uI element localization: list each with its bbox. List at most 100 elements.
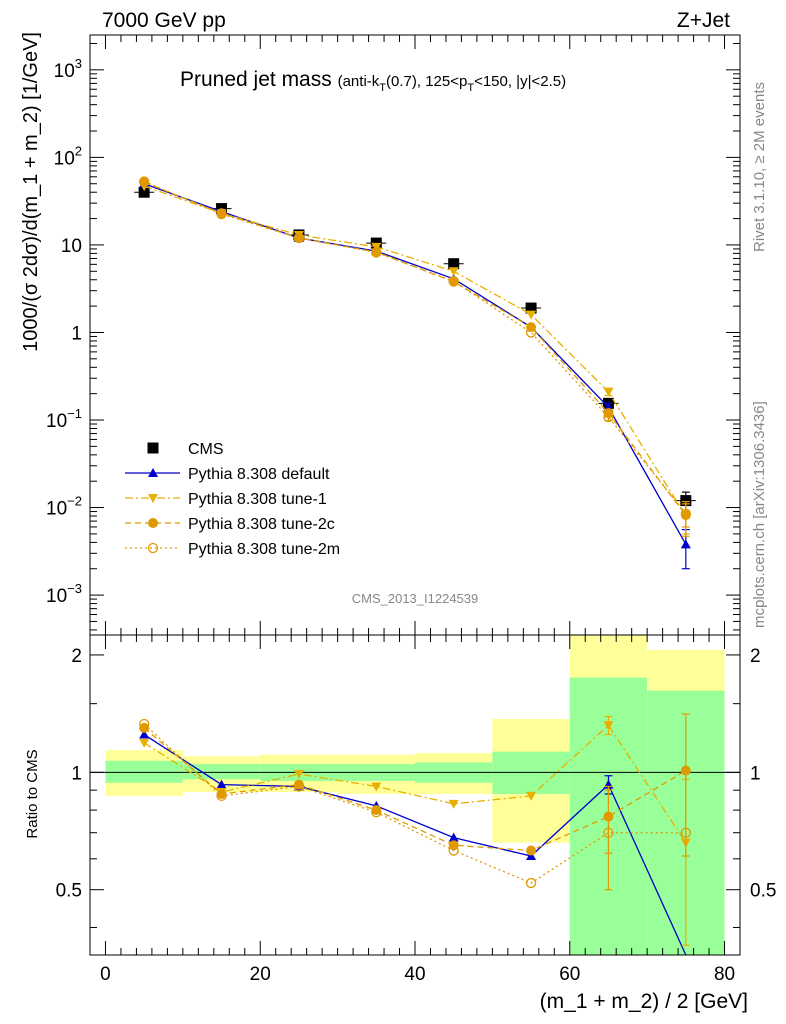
ratio-line-pythia-8-308-tune-2c: [143, 727, 687, 852]
plot-title-subscript: T: [379, 82, 386, 94]
ratio-point-pythia-8-308-tune-1: [603, 721, 614, 731]
main-y-tick-label: 10−3: [46, 581, 82, 607]
main-point-cms: [525, 302, 537, 314]
x-tick-label: 60: [559, 964, 580, 985]
ratio-point-pythia-8-308-tune-2c: [526, 845, 537, 856]
main-y-tick-label: 10: [61, 236, 82, 257]
main-y-axis-label: 1000/(σ 2dσ)/d(m_1 + m_2) [1/GeV]: [20, 32, 42, 352]
ratio-axes: 0.5 0.51 12 20 20 40 60 80: [56, 635, 776, 985]
main-point-pythia-8-308-tune-1: [526, 310, 537, 320]
x-tick-label: 80: [714, 964, 735, 985]
ratio-point-pythia-8-308-tune-1: [448, 799, 459, 809]
mcplots-label: mcplots.cern.ch [arXiv:1306.3436]: [751, 401, 768, 628]
plot-title-subscript: T: [467, 82, 474, 94]
ratio-point-pythia-8-308-tune-2c: [448, 840, 459, 851]
ratio-point-pythia-8-308-tune-1: [526, 791, 537, 801]
ratio-y-tick-label-left: 2: [71, 646, 82, 667]
energy-label: 7000 GeV pp: [102, 9, 226, 32]
ratio-point-pythia-8-308-tune-2m: [448, 845, 459, 856]
main-y-tick-exponent: 3: [75, 56, 82, 71]
main-point-pythia-8-308-tune-2m: [293, 232, 305, 244]
legend-marker-cms: [147, 442, 159, 454]
main-y-tick-label: 10−2: [46, 494, 82, 520]
legend: CMS Pythia 8.308 default Pythia 8.308 tune…: [125, 441, 340, 558]
main-point-pythia-8-308-tune-2m: [525, 327, 537, 338]
plot-title-sub-part: (anti-k: [338, 73, 380, 90]
ratio-line-pythia-8-308-tune-1: [143, 724, 687, 844]
legend-label-pythia-8-308-tune-2c: Pythia 8.308 tune-2c: [188, 516, 335, 533]
main-y-tick-base: 10: [46, 411, 67, 432]
main-point-pythia-8-308-tune-2c: [371, 247, 382, 258]
main-point-pythia-8-308-tune-2m: [603, 411, 614, 423]
ratio-point-pythia-8-308-tune-2m: [216, 790, 227, 802]
plot-title: Pruned jet mass (anti-kT(0.7), 125<pT<15…: [180, 68, 566, 94]
plot-title-sub-part: <150, |y|<2.5): [474, 73, 566, 90]
legend-label-pythia-8-308-default: Pythia 8.308 default: [188, 466, 330, 483]
ratio-band-green: [182, 764, 261, 780]
ratio-y-axis-label: Ratio to CMS: [24, 749, 41, 838]
plot-title-main: Pruned jet mass: [180, 68, 332, 91]
ratio-panel-content: [90, 635, 740, 956]
main-point-pythia-8-308-default: [680, 539, 691, 549]
x-tick-label: 0: [100, 964, 111, 985]
main-point-pythia-8-308-tune-2m: [680, 508, 691, 519]
main-point-cms: [448, 258, 460, 270]
legend-marker-pythia-8-308-tune-1: [148, 494, 158, 503]
ratio-y-tick-label-left: 1: [71, 763, 82, 784]
ratio-point-pythia-8-308-tune-2m: [603, 827, 614, 838]
legend-marker-pythia-8-308-tune-2c: [148, 518, 158, 528]
main-point-cms: [138, 186, 150, 198]
legend-label-pythia-8-308-tune-2m: Pythia 8.308 tune-2m: [188, 541, 340, 558]
main-y-tick-exponent: −2: [67, 494, 82, 509]
ratio-point-pythia-8-308-tune-2c: [371, 805, 382, 816]
ratio-point-pythia-8-308-tune-2c: [680, 765, 691, 776]
ratio-y-tick-label-left: 0.5: [56, 881, 82, 902]
legend-label-cms: CMS: [188, 441, 224, 458]
process-label: Z+Jet: [677, 9, 730, 32]
main-point-pythia-8-308-tune-2c: [293, 232, 304, 243]
ratio-point-pythia-8-308-default: [139, 729, 150, 739]
main-point-pythia-8-308-tune-2m: [448, 276, 459, 287]
ratio-point-pythia-8-308-tune-2m: [139, 718, 150, 730]
main-y-tick-base: 10: [54, 148, 75, 169]
main-y-tick-label: 103: [54, 56, 82, 82]
ratio-point-pythia-8-308-default: [448, 832, 459, 842]
legend-marker-pythia-8-308-default: [148, 468, 158, 477]
main-y-tick-label: 1: [71, 323, 82, 344]
main-point-pythia-8-308-tune-2m: [216, 208, 227, 220]
ratio-y-tick-label-right: 1: [750, 763, 761, 784]
rivet-version-label: Rivet 3.1.10, ≥ 2M events: [751, 82, 768, 252]
x-axis-label: (m_1 + m_2) / 2 [GeV]: [540, 990, 748, 1013]
ratio-point-pythia-8-308-tune-1: [371, 782, 382, 792]
main-point-pythia-8-308-tune-1: [603, 387, 614, 397]
main-point-pythia-8-308-tune-2c: [526, 322, 537, 333]
ratio-point-pythia-8-308-tune-2m: [680, 827, 691, 838]
plot-title-sub-part: (0.7), 125<p: [386, 73, 467, 90]
main-panel-content: [134, 176, 696, 570]
main-line-pythia-8-308-tune-1: [143, 185, 687, 517]
x-tick-label: 40: [404, 964, 425, 985]
main-point-cms: [680, 495, 692, 507]
main-line-pythia-8-308-default: [143, 183, 687, 545]
main-y-tick-exponent: −3: [67, 581, 82, 596]
main-y-tick-base: 10: [54, 61, 75, 82]
main-y-tick-base: 10: [46, 586, 67, 607]
legend-marker-pythia-8-308-tune-2m: [147, 542, 159, 554]
main-y-tick-exponent: 2: [75, 143, 82, 158]
main-line-pythia-8-308-tune-2m: [143, 180, 687, 515]
main-y-tick-exponent: −1: [67, 406, 82, 421]
main-y-tick-base: 10: [46, 499, 67, 520]
main-point-pythia-8-308-tune-2m: [371, 247, 382, 258]
ratio-point-pythia-8-308-tune-2m: [525, 877, 537, 889]
ratio-point-pythia-8-308-tune-1: [293, 770, 304, 780]
ratio-line-pythia-8-308-default: [143, 733, 687, 956]
ratio-y-tick-label-right: 2: [750, 646, 761, 667]
main-line-pythia-8-308-tune-2c: [143, 181, 687, 516]
main-y-tick-label: 10−1: [46, 406, 82, 432]
main-point-pythia-8-308-tune-1: [448, 267, 459, 277]
legend-label-pythia-8-308-tune-1: Pythia 8.308 tune-1: [188, 491, 327, 508]
x-tick-label: 20: [250, 964, 271, 985]
analysis-label: CMS_2013_I1224539: [352, 591, 479, 606]
